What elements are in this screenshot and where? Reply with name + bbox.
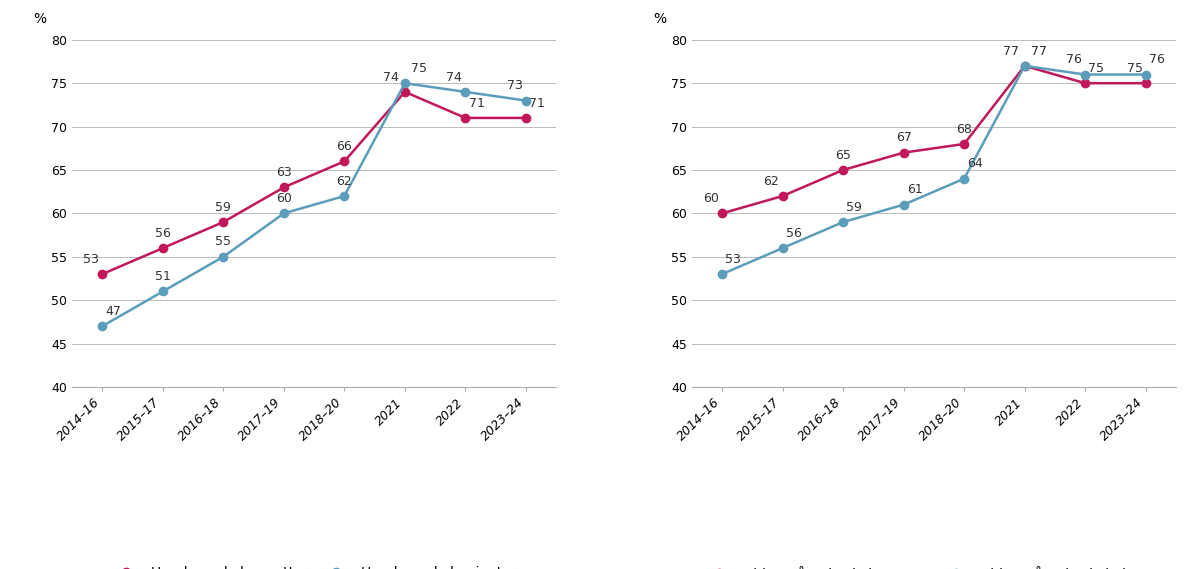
Ungdomsskolen gutter	[277, 184, 292, 191]
Text: 59: 59	[846, 201, 862, 214]
Videregående skole gutter	[836, 167, 851, 174]
Text: 74: 74	[446, 71, 462, 84]
Text: 53: 53	[725, 253, 742, 266]
Text: 68: 68	[956, 123, 972, 135]
Text: 61: 61	[907, 183, 923, 196]
Text: 51: 51	[155, 270, 170, 283]
Text: 60: 60	[276, 192, 292, 205]
Text: 77: 77	[1031, 44, 1046, 57]
Text: 64: 64	[967, 158, 983, 170]
Ungdomsskolen jenter	[397, 80, 412, 86]
Text: 73: 73	[506, 79, 523, 92]
Videregående skole jenter	[1139, 71, 1153, 78]
Legend: Ungdomsskolen gutter, Ungdomsskolen jenter: Ungdomsskolen gutter, Ungdomsskolen jent…	[107, 560, 522, 569]
Ungdomsskolen jenter	[518, 97, 533, 104]
Text: 53: 53	[83, 253, 100, 266]
Videregående skole gutter	[956, 141, 971, 147]
Text: 71: 71	[529, 97, 545, 110]
Text: 77: 77	[1003, 44, 1019, 57]
Ungdomsskolen gutter	[95, 271, 109, 278]
Text: 67: 67	[895, 131, 912, 145]
Text: 66: 66	[336, 140, 353, 153]
Ungdomsskolen gutter	[458, 114, 473, 121]
Text: 55: 55	[215, 236, 232, 249]
Videregående skole jenter	[836, 218, 851, 225]
Ungdomsskolen jenter	[156, 288, 170, 295]
Text: 71: 71	[468, 97, 485, 110]
Text: %: %	[34, 12, 47, 26]
Ungdomsskolen gutter	[156, 245, 170, 251]
Text: 75: 75	[1127, 62, 1142, 75]
Text: 75: 75	[410, 62, 427, 75]
Text: 62: 62	[763, 175, 779, 188]
Text: 60: 60	[703, 192, 719, 205]
Line: Videregående skole gutter: Videregående skole gutter	[718, 61, 1150, 217]
Ungdomsskolen jenter	[458, 88, 473, 95]
Text: 47: 47	[106, 305, 121, 318]
Line: Ungdomsskolen gutter: Ungdomsskolen gutter	[98, 88, 530, 278]
Text: 76: 76	[1148, 53, 1165, 66]
Ungdomsskolen gutter	[216, 218, 230, 225]
Text: 65: 65	[835, 149, 851, 162]
Text: 56: 56	[786, 227, 802, 240]
Text: 62: 62	[336, 175, 353, 188]
Ungdomsskolen jenter	[337, 192, 352, 200]
Text: 76: 76	[1066, 53, 1082, 66]
Text: 74: 74	[383, 71, 398, 84]
Videregående skole gutter	[1139, 80, 1153, 86]
Ungdomsskolen gutter	[337, 158, 352, 164]
Ungdomsskolen gutter	[397, 88, 412, 95]
Videregående skole jenter	[1018, 63, 1032, 69]
Line: Videregående skole jenter: Videregående skole jenter	[718, 61, 1150, 278]
Legend: Videregående skole gutter, Videregående skole jenter: Videregående skole gutter, Videregående …	[700, 560, 1169, 569]
Text: 56: 56	[155, 227, 170, 240]
Videregående skole gutter	[715, 210, 730, 217]
Videregående skole jenter	[956, 175, 971, 182]
Videregående skole jenter	[775, 245, 790, 251]
Text: 59: 59	[215, 201, 232, 214]
Ungdomsskolen gutter	[518, 114, 533, 121]
Ungdomsskolen jenter	[277, 210, 292, 217]
Videregående skole gutter	[1078, 80, 1092, 86]
Text: %: %	[653, 12, 666, 26]
Videregående skole gutter	[1018, 63, 1032, 69]
Videregående skole jenter	[715, 271, 730, 278]
Ungdomsskolen jenter	[95, 323, 109, 329]
Videregående skole jenter	[896, 201, 911, 208]
Line: Ungdomsskolen jenter: Ungdomsskolen jenter	[98, 79, 530, 331]
Videregående skole gutter	[896, 149, 911, 156]
Videregående skole gutter	[775, 192, 790, 200]
Videregående skole jenter	[1078, 71, 1092, 78]
Text: 75: 75	[1088, 62, 1104, 75]
Text: 63: 63	[276, 166, 292, 179]
Ungdomsskolen jenter	[216, 253, 230, 260]
